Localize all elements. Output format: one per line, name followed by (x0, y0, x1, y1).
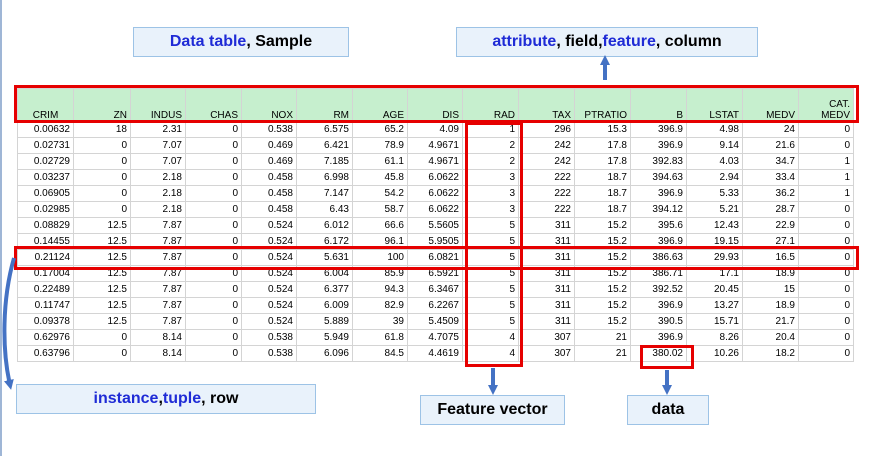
column-header: NOX (241, 88, 297, 122)
separator-1: , (158, 390, 163, 407)
column-header: DIS (407, 88, 463, 122)
column-header: LSTAT (686, 88, 743, 122)
data-term: data (651, 401, 685, 418)
field-term: , field, (556, 33, 603, 50)
feature-vector-label: Feature vector (420, 395, 565, 425)
tuple-term: tuple (162, 390, 202, 407)
data-table-term: Data table (169, 33, 247, 50)
attribute-label: attribute, field, feature, column (456, 27, 758, 57)
column-header: RM (296, 88, 353, 122)
table-row: 0.21124 12.5 7.87 0 0.524 5.631 100 6.0821 5 311 1… (17, 249, 854, 266)
table-row: 0.09378 12.5 7.87 0 0.524 5.889 39 5.4509 5 311 15… (17, 313, 854, 330)
column-header: CHAS (185, 88, 242, 122)
column-header: AGE (352, 88, 408, 122)
column-header: RAD (462, 88, 519, 122)
feature-term: feature (602, 33, 656, 50)
table-row: 0.00632 18 2.31 0 0.538 6.575 65.2 4.09 1 296 15.3… (17, 121, 854, 138)
table-row: 0.08829 12.5 7.87 0 0.524 6.012 66.6 5.5605 5 311… (17, 217, 854, 234)
row-term: , row (201, 390, 239, 407)
data-table-sample-label: Data table, Sample (133, 27, 349, 57)
column-header: MEDV (742, 88, 799, 122)
instance-term: instance (93, 390, 159, 407)
column-header: ZN (73, 88, 131, 122)
instance-label: instance, tuple, row (16, 384, 316, 414)
column-term: , column (655, 33, 722, 50)
data-label: data (627, 395, 709, 425)
table-row: 0.63796 0 8.14 0 0.538 6.096 84.5 4.4619 4 307 21 3… (17, 345, 854, 362)
table-row: 0.03237 0 2.18 0 0.458 6.998 45.8 6.0622 3 222 18.… (17, 169, 854, 186)
column-header: PTRATIO (574, 88, 631, 122)
sample-term: , Sample (246, 33, 313, 50)
left-border-line (0, 0, 2, 456)
column-header: TAX (518, 88, 575, 122)
column-header: B (630, 88, 687, 122)
table-row: 0.02731 0 7.07 0 0.469 6.421 78.9 4.9671 2 242 17.… (17, 137, 854, 154)
table-row: 0.02729 0 7.07 0 0.469 7.185 61.1 4.9671 2 242 17.… (17, 153, 854, 170)
table-body: 0.00632 18 2.31 0 0.538 6.575 65.2 4.09 1 296 15.3… (17, 121, 854, 362)
table-cell: 0 (798, 345, 854, 362)
table-cell: 4.4619 (407, 345, 463, 362)
column-header: CRIM (17, 88, 74, 122)
column-header: CAT. MEDV (798, 88, 854, 122)
table-row: 0.62976 0 8.14 0 0.538 5.949 61.8 4.7075 4 307 21 3… (17, 329, 854, 346)
table-row: 0.22489 12.5 7.87 0 0.524 6.377 94.3 6.3467 5 311… (17, 281, 854, 298)
data-table: CRIM ZN INDUS CHAS NOX RM AGE DIS RAD TAX PTRATIO B… (17, 88, 854, 362)
feature-vector-term: Feature vector (437, 401, 548, 418)
column-header: INDUS (130, 88, 186, 122)
arrow-to-instance (2, 257, 16, 390)
table-cell: 21 (574, 345, 631, 362)
table-header-row: CRIM ZN INDUS CHAS NOX RM AGE DIS RAD TAX PTRATIO B… (17, 88, 854, 122)
attribute-term: attribute (492, 33, 557, 50)
